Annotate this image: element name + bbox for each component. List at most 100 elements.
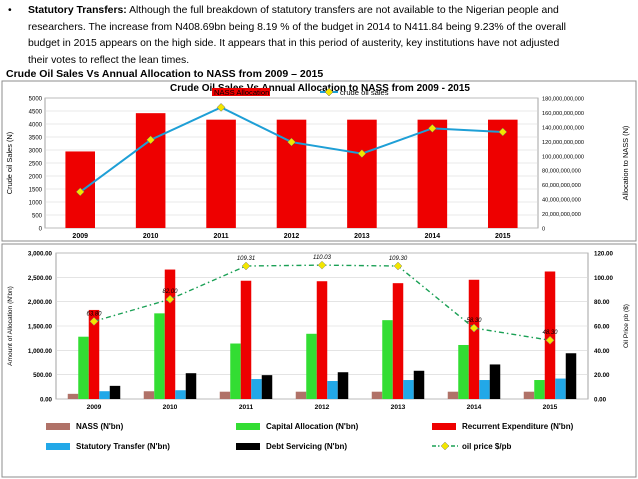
legend-swatch (236, 423, 260, 430)
x-tick-label: 2009 (87, 404, 102, 411)
oil-price-marker (317, 260, 327, 270)
y-right-tick-label: 80,000,000,000 (542, 169, 581, 175)
legend-label: NASS (N'bn) (76, 422, 124, 431)
y-tick-label: 2000 (29, 175, 43, 181)
nass-allocation-bar (206, 119, 236, 228)
y-tick-label: 500.00 (33, 372, 52, 379)
legend-swatch-nass-allocation (212, 88, 270, 96)
y-right-tick-label: 20,000,000,000 (542, 212, 581, 218)
paragraph-line: Although the full breakdown of statutory… (129, 5, 559, 16)
recurrent-expenditure-bar (392, 283, 404, 399)
chart-title: Crude Oil Sales Vs Annual Allocation to … (170, 83, 470, 94)
debt-servicing-bar (261, 375, 273, 399)
y-right-tick-label: 40,000,000,000 (542, 198, 581, 204)
x-tick-label: 2013 (391, 404, 406, 411)
debt-servicing-bar (337, 372, 349, 399)
legend-label: Statutory Transfer (N'bn) (76, 442, 170, 451)
y-tick-label: 500 (32, 214, 43, 220)
statutory-transfer-bar (555, 378, 566, 399)
y-right-tick-label: 60.00 (594, 324, 610, 331)
crude-oil-sales-marker (428, 123, 437, 133)
paragraph-line: budget in 2015 appears on the high side.… (28, 38, 560, 50)
x-tick-label: 2012 (315, 404, 330, 411)
nass-allocation-bar (417, 119, 448, 228)
paragraph-line: their votes to reflect the lean times. (28, 54, 190, 66)
y-tick-label: 1500 (29, 188, 43, 194)
y-right-axis-label: Allocation to NASS (N) (621, 126, 630, 201)
section-title: Crude Oil Sales Vs Annual Allocation to … (6, 68, 324, 80)
nass-bar (67, 393, 79, 399)
legend-label: crude oil sales (340, 88, 389, 97)
capital-allocation-bar (458, 344, 469, 399)
x-tick-label: 2014 (425, 233, 441, 240)
y-tick-label: 3000 (29, 149, 43, 155)
y-right-tick-label: 140,000,000,000 (542, 125, 584, 131)
debt-servicing-bar (109, 385, 121, 399)
crude-oil-sales-marker (146, 135, 155, 145)
capital-allocation-bar (382, 320, 393, 399)
y-right-tick-label: 120.00 (594, 251, 613, 258)
oil-price-marker (165, 294, 175, 304)
debt-servicing-bar (489, 364, 501, 399)
x-tick-label: 2011 (239, 404, 254, 411)
capital-allocation-bar (154, 313, 165, 399)
x-tick-label: 2010 (163, 404, 178, 411)
capital-allocation-bar (78, 336, 89, 399)
x-tick-label: 2014 (467, 404, 482, 411)
y-tick-label: 0.00 (40, 397, 53, 404)
y-right-axis-label: Oil Price pb ($) (623, 304, 630, 348)
y-right-tick-label: 180,000,000,000 (542, 97, 584, 103)
x-tick-label: 2013 (354, 233, 370, 240)
y-right-tick-label: 80.00 (594, 299, 610, 306)
debt-servicing-bar (565, 353, 577, 399)
y-tick-label: 2500 (29, 162, 43, 168)
y-right-tick-label: 100,000,000,000 (542, 154, 584, 160)
recurrent-expenditure-bar (544, 271, 556, 399)
x-tick-label: 2012 (284, 233, 300, 240)
oil-price-marker (89, 317, 99, 326)
crude-oil-sales-marker (216, 103, 226, 112)
oil-price-marker (545, 335, 555, 345)
nass-bar (219, 391, 231, 399)
legend-swatch (236, 443, 260, 450)
y-right-tick-label: 100.00 (594, 275, 613, 282)
crude-oil-vs-nass-chart: Crude Oil Sales Vs Annual Allocation to … (1, 80, 637, 242)
y-tick-label: 2,000.00 (28, 299, 53, 306)
crude-oil-sales-marker (498, 127, 508, 137)
nass-allocation-bar (347, 119, 377, 228)
y-right-tick-label: 0 (542, 227, 545, 233)
y-tick-label: 3500 (29, 136, 43, 142)
oil-price-data-label: 109.31 (237, 256, 255, 262)
y-axis-label: Crude oil Sales (N) (5, 132, 14, 194)
bullet-marker: • (8, 5, 12, 16)
statutory-transfer-bar (99, 391, 110, 399)
y-tick-label: 5000 (29, 97, 43, 103)
statutory-transfer-bar (403, 380, 414, 399)
y-tick-label: 1,500.00 (28, 324, 53, 331)
oil-price-data-label: 48.30 (542, 330, 558, 336)
statutory-transfer-bar (327, 380, 338, 399)
y-right-tick-label: 40.00 (594, 348, 610, 355)
statutory-transfer-bar (251, 379, 262, 399)
budget-allocation-chart: 0.00 500.00 1,000.00 1,500.00 2,000.00 2,500.… (1, 243, 637, 478)
oil-price-data-label: 63.80 (86, 311, 102, 317)
crude-oil-sales-marker (287, 137, 296, 147)
capital-allocation-bar (306, 333, 317, 399)
y-tick-label: 2,500.00 (28, 275, 53, 282)
chart-frame (1, 80, 637, 242)
y-right-tick-label: 60,000,000,000 (542, 183, 581, 189)
legend-swatch (46, 443, 70, 450)
y-tick-label: 4500 (29, 110, 43, 116)
y-right-tick-label: 0.00 (594, 397, 607, 404)
debt-servicing-bar (413, 370, 425, 399)
oil-price-data-label: 58.30 (466, 318, 482, 324)
oil-price-data-label: 82.00 (162, 289, 178, 295)
x-tick-label: 2009 (72, 233, 88, 240)
legend-swatch (432, 423, 456, 430)
nass-bar (371, 391, 383, 399)
y-right-tick-label: 20.00 (594, 372, 610, 379)
legend-label: Recurrent Expenditure (N'bn) (462, 422, 574, 431)
capital-allocation-bar (230, 343, 241, 399)
recurrent-expenditure-bar (468, 279, 480, 399)
paragraph-text: Statutory Transfers: Although the full b… (28, 3, 632, 69)
